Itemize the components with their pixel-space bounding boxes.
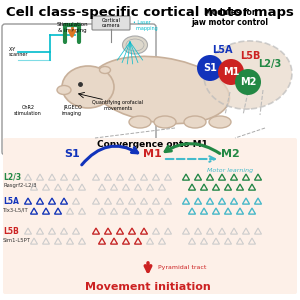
Ellipse shape xyxy=(154,116,176,128)
Text: Pyramidal tract: Pyramidal tract xyxy=(158,265,206,269)
Ellipse shape xyxy=(209,116,231,128)
Text: Sim1-L5PT: Sim1-L5PT xyxy=(3,238,31,242)
Ellipse shape xyxy=(57,85,71,94)
Text: M1: M1 xyxy=(223,67,239,77)
Circle shape xyxy=(218,59,244,85)
Ellipse shape xyxy=(204,41,292,109)
Text: X-Y
scanner: X-Y scanner xyxy=(9,46,28,57)
Text: Motor learning: Motor learning xyxy=(207,168,253,173)
Ellipse shape xyxy=(122,36,148,54)
FancyBboxPatch shape xyxy=(3,138,297,294)
Text: Tlx3-L5/IT: Tlx3-L5/IT xyxy=(3,208,29,212)
FancyBboxPatch shape xyxy=(2,24,156,155)
Circle shape xyxy=(235,69,261,95)
Text: jRGECO
imaging: jRGECO imaging xyxy=(62,105,82,116)
Text: L2/3: L2/3 xyxy=(258,59,282,69)
Text: Cell class-specific cortical motor maps: Cell class-specific cortical motor maps xyxy=(6,6,294,19)
Text: Quantifying orofacial
movements: Quantifying orofacial movements xyxy=(92,100,144,111)
Ellipse shape xyxy=(91,56,230,124)
Text: • Laser
  mapping: • Laser mapping xyxy=(133,20,158,31)
Text: L5A: L5A xyxy=(3,196,19,206)
Text: M2: M2 xyxy=(240,77,256,87)
Text: Modules for
jaw motor control: Modules for jaw motor control xyxy=(191,8,268,27)
Text: L5B: L5B xyxy=(240,51,260,61)
FancyBboxPatch shape xyxy=(92,16,130,30)
Text: S1: S1 xyxy=(203,63,217,73)
Ellipse shape xyxy=(62,66,114,108)
Text: L5A: L5A xyxy=(212,45,232,55)
Text: M1: M1 xyxy=(142,149,161,159)
Circle shape xyxy=(197,55,223,81)
Ellipse shape xyxy=(129,116,151,128)
Text: M2: M2 xyxy=(220,149,239,159)
Text: Convergence onto M1: Convergence onto M1 xyxy=(97,140,207,149)
Ellipse shape xyxy=(100,67,110,73)
Text: Rasgrf2-L2/3: Rasgrf2-L2/3 xyxy=(3,184,37,188)
Text: ChR2
stimulation: ChR2 stimulation xyxy=(14,105,42,116)
Ellipse shape xyxy=(184,116,206,128)
Text: Cortical
camera: Cortical camera xyxy=(102,18,120,28)
Text: L2/3: L2/3 xyxy=(3,172,21,182)
Text: Movement initiation: Movement initiation xyxy=(85,282,211,292)
Text: L5B: L5B xyxy=(3,226,19,236)
Text: Stimulation
& imaging: Stimulation & imaging xyxy=(56,22,88,33)
Text: S1: S1 xyxy=(64,149,80,159)
